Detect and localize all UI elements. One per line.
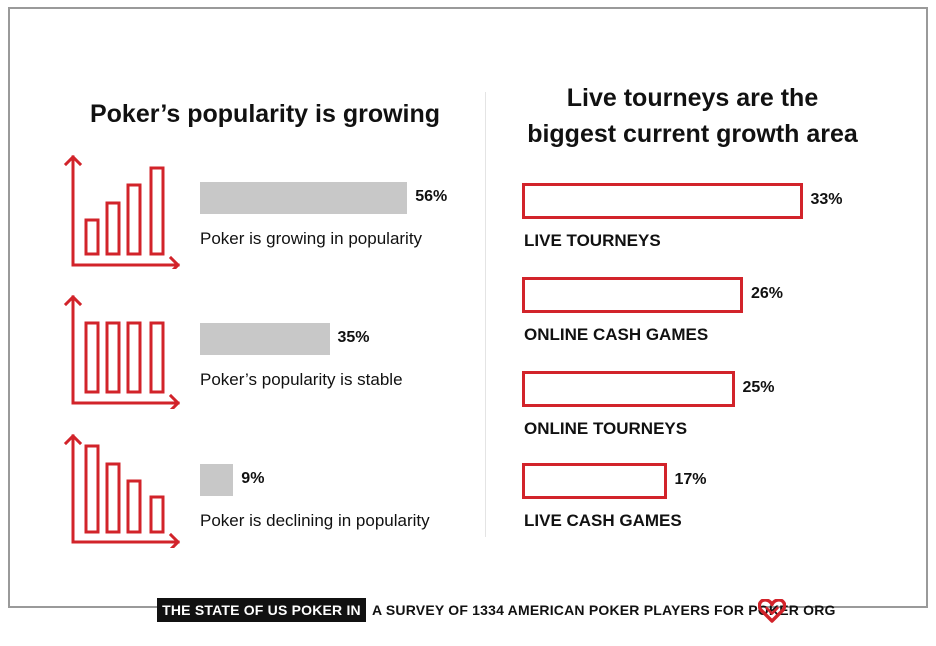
value-label-online-cash-games: 26% [751, 285, 784, 302]
footer-tag: THE STATE OF US POKER IN 2024 [157, 598, 366, 642]
value-label-live-tourneys: 33% [810, 191, 843, 208]
right-title-line-1: Live tourneys are the [566, 84, 819, 112]
panel-divider [485, 92, 486, 537]
category-label-stable: Poker’s popularity is stable [200, 370, 403, 389]
value-label-online-tourneys: 25% [742, 379, 775, 396]
category-label-online-tourneys: ONLINE TOURNEYS [524, 419, 688, 438]
bar-live-tourneys [522, 183, 803, 219]
footer-text: A SURVEY OF 1334 AMERICAN POKER PLAYERS … [372, 602, 836, 618]
bar-stable [200, 323, 330, 355]
category-label-live-cash-games: LIVE CASH GAMES [524, 511, 682, 530]
bar-live-cash-games [522, 463, 667, 499]
right-panel-title: Live tourneys are the biggest current gr… [500, 80, 885, 152]
category-label-online-cash-games: ONLINE CASH GAMES [524, 325, 709, 344]
right-title-line-2: biggest current growth area [527, 120, 858, 148]
category-label-live-tourneys: LIVE TOURNEYS [524, 231, 661, 250]
flat-bars-chart-icon [63, 295, 181, 409]
rising-bars-chart-icon [63, 155, 181, 269]
bar-online-cash-games [522, 277, 743, 313]
value-label-declining: 9% [241, 470, 265, 487]
value-label-growing: 56% [415, 188, 448, 205]
left-panel-title: Poker’s popularity is growing [89, 100, 441, 128]
bar-online-tourneys [522, 371, 735, 407]
footer-text-background [366, 598, 760, 622]
bar-declining [200, 464, 234, 496]
falling-bars-chart-icon [63, 434, 181, 548]
footer: THE STATE OF US POKER IN 2024 A SURVEY O… [0, 597, 936, 642]
heart-logo-icon [758, 599, 786, 623]
value-label-live-cash-games: 17% [674, 471, 707, 488]
category-label-declining: Poker is declining in popularity [200, 511, 430, 530]
value-label-stable: 35% [337, 329, 370, 346]
category-label-growing: Poker is growing in popularity [200, 229, 423, 248]
bar-growing [200, 182, 408, 214]
